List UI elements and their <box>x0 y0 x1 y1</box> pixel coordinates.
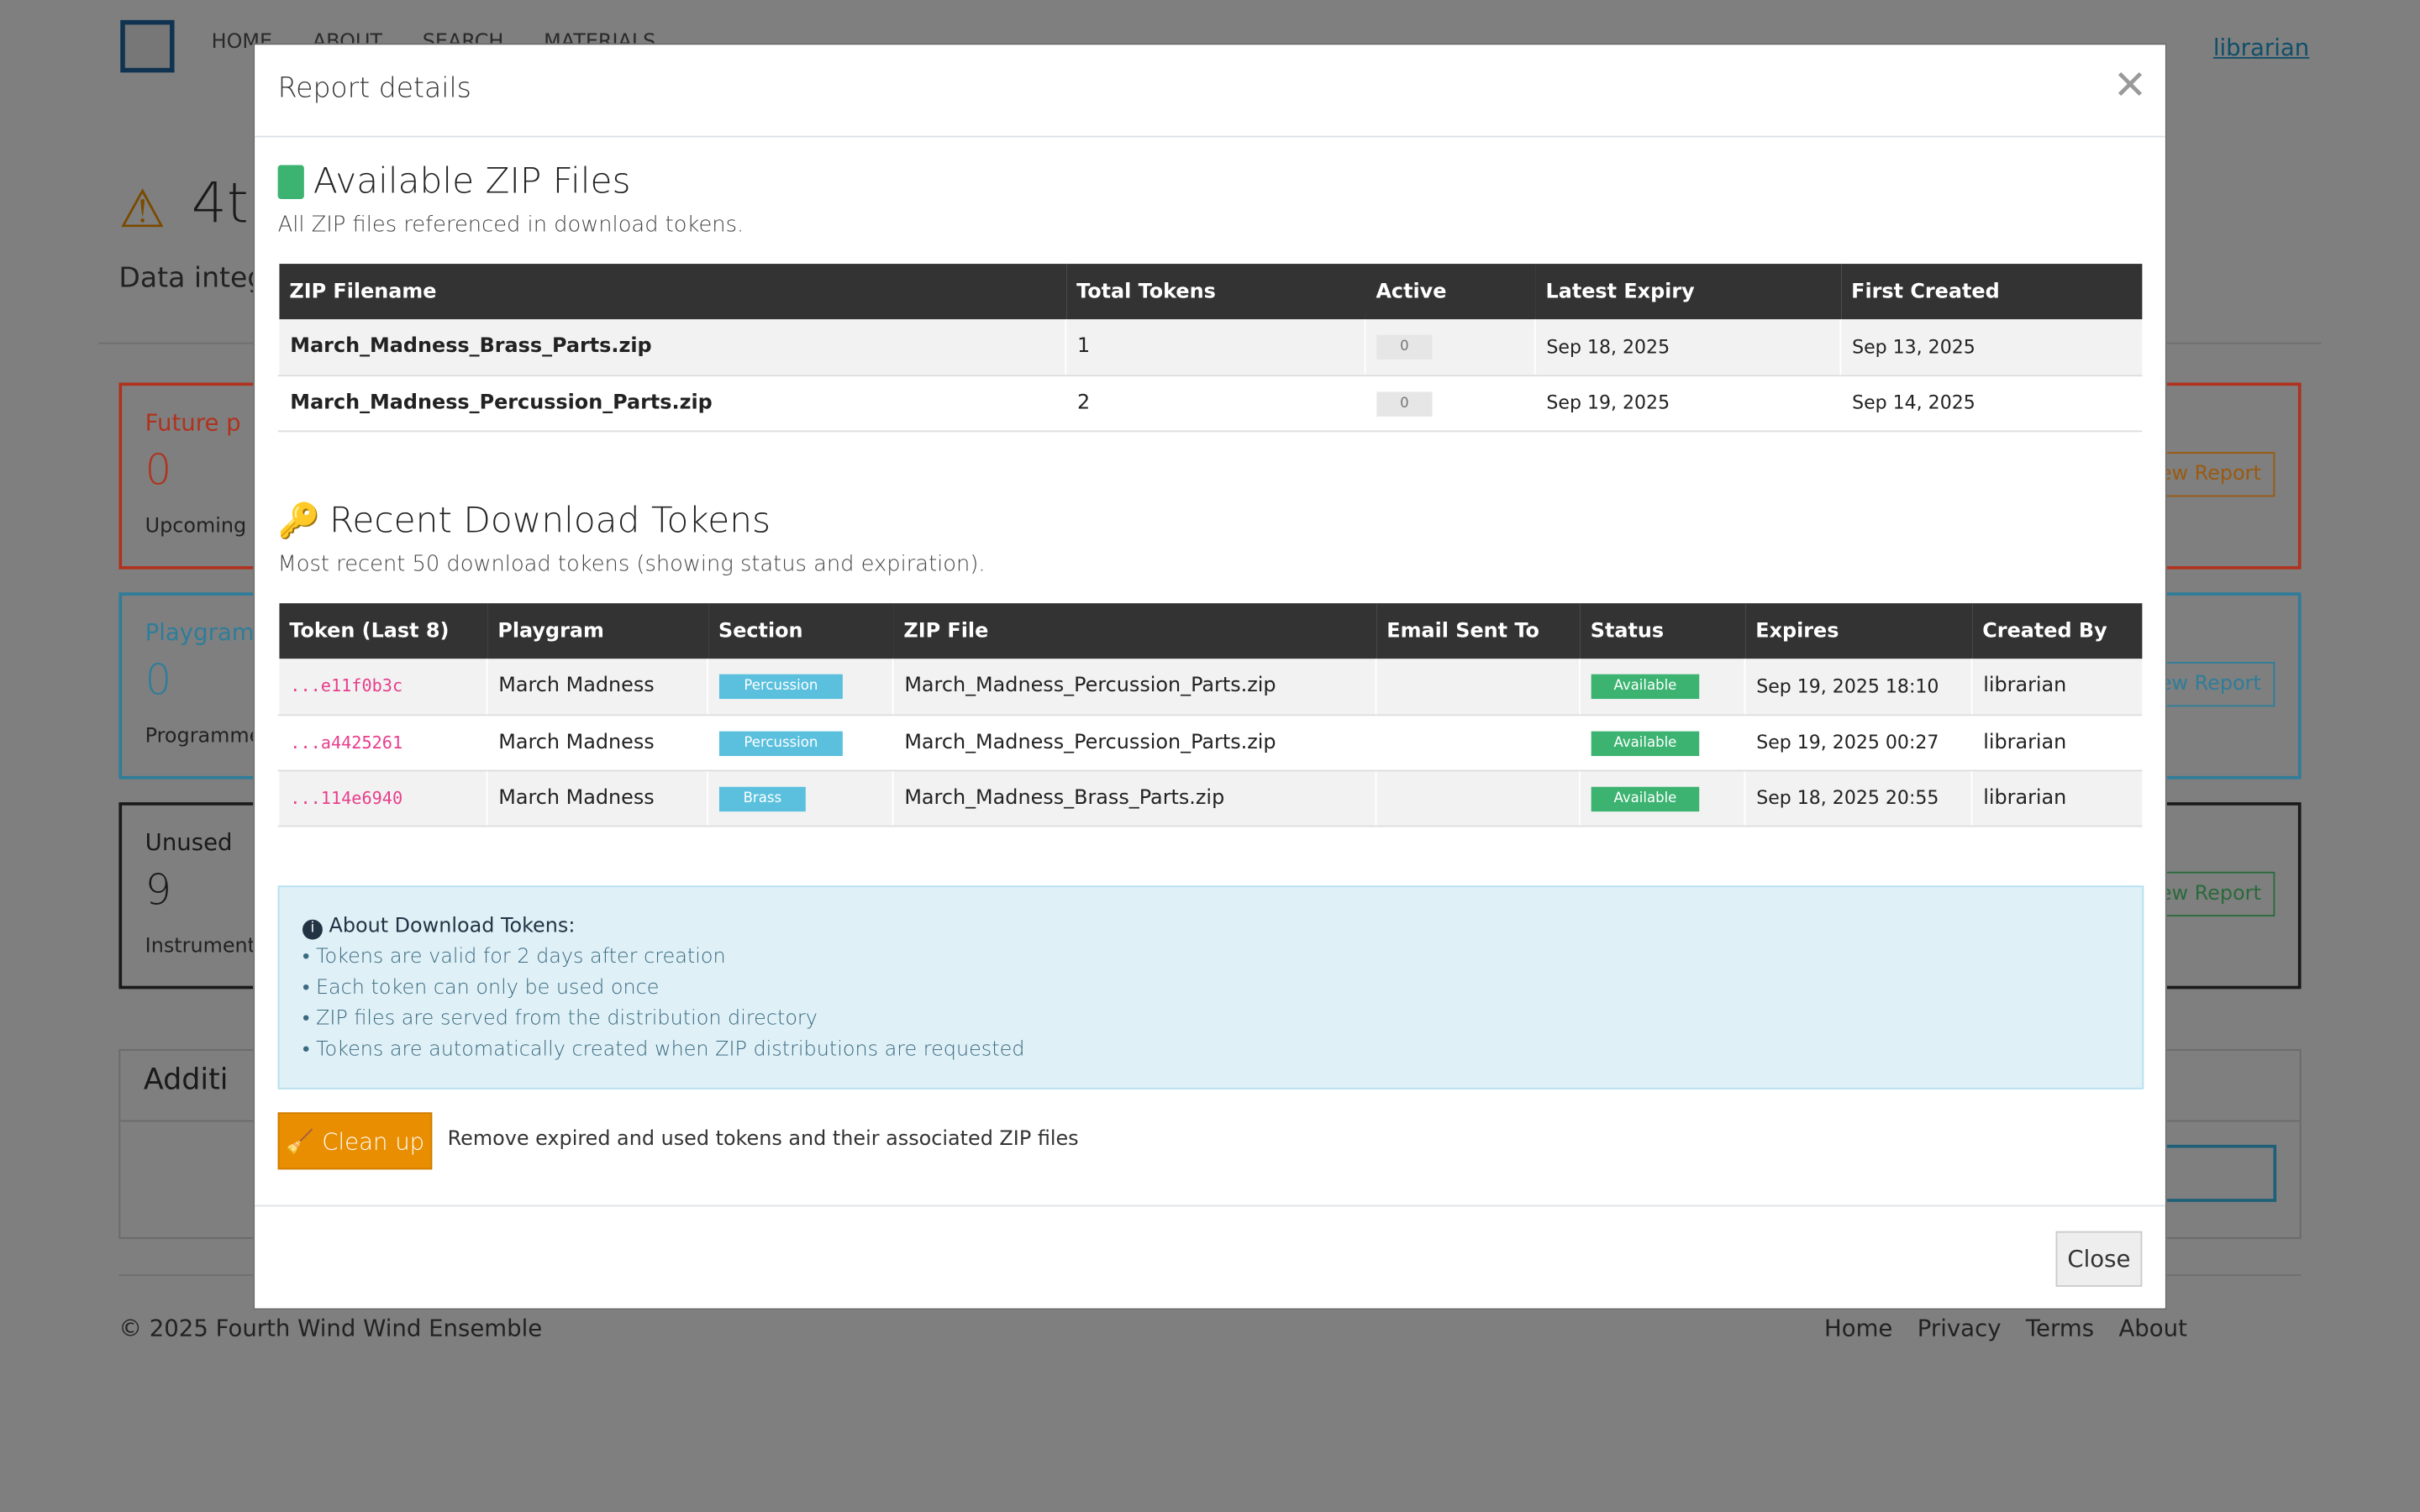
status-badge: Available <box>1591 730 1700 756</box>
table-row: March_Madness_Percussion_Parts.zip 2 0 Sep … <box>277 375 2143 432</box>
active-badge: 0 <box>1376 335 1433 360</box>
section-badge: Percussion <box>718 675 843 700</box>
col-header[interactable]: Total Tokens <box>1065 264 1365 320</box>
footer-about[interactable]: About <box>2118 1314 2187 1342</box>
page-subtitle: Data integ <box>118 262 266 295</box>
table-row: ...a4425261 March Madness Percussion March_… <box>277 714 2143 771</box>
col-header[interactable]: ZIP Filename <box>278 264 1066 320</box>
col-header[interactable]: Active <box>1365 264 1535 320</box>
cleanup-description: Remove expired and used tokens and their… <box>447 1127 1079 1152</box>
col-header[interactable]: Section <box>708 603 893 659</box>
section-badge: Percussion <box>718 730 843 756</box>
warning-icon: ⚠ <box>118 179 166 241</box>
tokens-heading: Recent Download Tokens <box>329 501 771 542</box>
table-row: ...e11f0b3c March Madness Percussion March_… <box>277 659 2143 716</box>
col-header[interactable]: Status <box>1579 603 1745 659</box>
col-header[interactable]: Expires <box>1744 603 1972 659</box>
footer-privacy[interactable]: Privacy <box>1917 1314 2002 1342</box>
user-link[interactable]: librarian <box>2212 34 2310 62</box>
table-row: ...114e6940 March Madness Brass March_Madne… <box>277 769 2143 827</box>
active-badge: 0 <box>1376 391 1433 416</box>
broom-icon: 🧹 <box>285 1126 315 1155</box>
status-badge: Available <box>1591 785 1700 811</box>
tokens-table: Token (Last 8) Playgram Section ZIP File Ema… <box>277 603 2143 827</box>
col-header[interactable]: Email Sent To <box>1376 603 1580 659</box>
site-logo[interactable] <box>120 19 175 73</box>
tokens-description: Most recent 50 download tokens (showing … <box>277 552 986 577</box>
info-item: Tokens are automatically created when ZI… <box>315 1038 1025 1062</box>
key-icon: 🔑 <box>277 501 320 541</box>
about-tokens-alert: i About Download Tokens: • Tokens are va… <box>277 885 2144 1089</box>
zip-file-icon <box>277 165 304 199</box>
col-header[interactable]: Latest Expiry <box>1534 264 1841 320</box>
close-icon[interactable]: ✕ <box>2112 63 2147 110</box>
footer-home[interactable]: Home <box>1824 1314 1893 1342</box>
zip-heading: Available ZIP Files <box>313 161 631 202</box>
zip-table: ZIP Filename Total Tokens Active Latest Exp… <box>277 264 2143 432</box>
col-header[interactable]: ZIP File <box>892 603 1376 659</box>
table-row: March_Madness_Brass_Parts.zip 1 0 Sep 18, 2… <box>277 319 2143 376</box>
col-header[interactable]: Playgram <box>487 603 708 659</box>
report-details-modal: Report details ✕ Available ZIP Files All … <box>253 43 2167 1310</box>
close-button[interactable]: Close <box>2055 1231 2143 1287</box>
footer-terms[interactable]: Terms <box>2025 1314 2095 1342</box>
info-item: ZIP files are served from the distributi… <box>315 1007 818 1031</box>
section-badge: Brass <box>718 785 806 811</box>
cleanup-button[interactable]: 🧹 Clean up <box>277 1112 433 1170</box>
info-heading: About Download Tokens: <box>329 915 576 938</box>
col-header[interactable]: First Created <box>1840 264 2143 320</box>
col-header[interactable]: Token (Last 8) <box>278 603 487 659</box>
zip-description: All ZIP files referenced in download tok… <box>277 213 744 238</box>
info-item: Tokens are valid for 2 days after creati… <box>315 945 726 969</box>
col-header[interactable]: Created By <box>1971 603 2143 659</box>
modal-title: Report details <box>277 72 471 105</box>
footer-copyright: © 2025 Fourth Wind Wind Ensemble <box>118 1314 543 1342</box>
status-badge: Available <box>1591 675 1700 700</box>
info-icon: i <box>302 919 323 940</box>
footer-links: Home Privacy Terms About <box>1824 1315 2187 1342</box>
info-item: Each token can only be used once <box>315 976 660 1000</box>
